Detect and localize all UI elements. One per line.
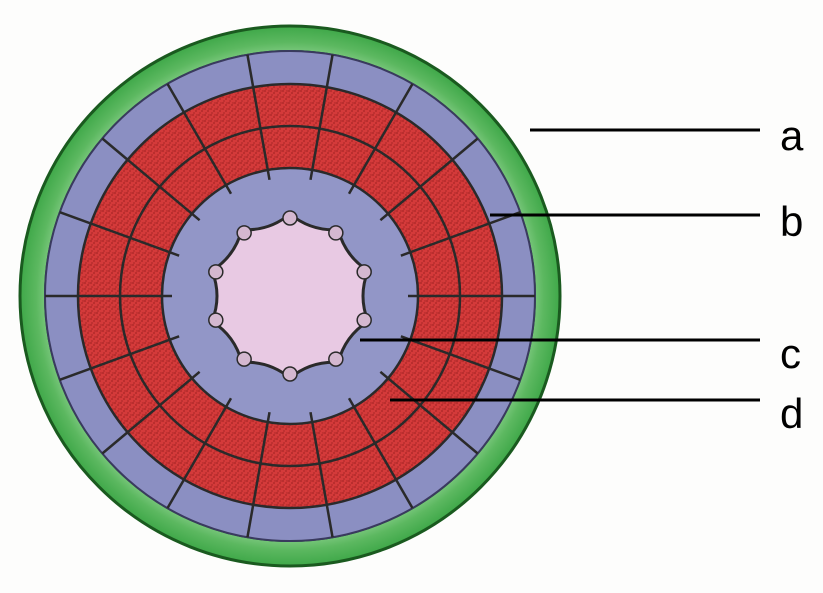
label-c: c bbox=[780, 330, 801, 378]
diagram-svg bbox=[0, 0, 823, 588]
label-b: b bbox=[780, 198, 803, 246]
label-a: a bbox=[780, 112, 803, 160]
cross-section-diagram: a b c d bbox=[0, 0, 823, 588]
label-d: d bbox=[780, 390, 803, 438]
